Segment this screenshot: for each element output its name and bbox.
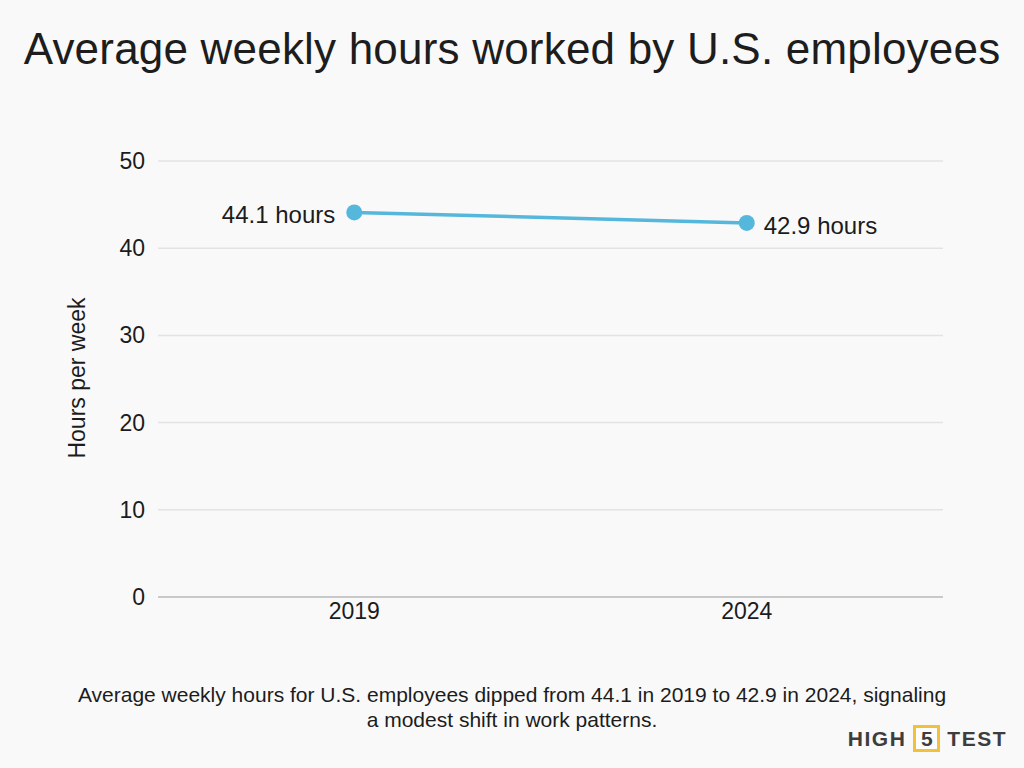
logo-5-badge: 5 bbox=[913, 725, 940, 752]
data-point-label: 44.1 hours bbox=[222, 201, 335, 228]
logo-text-test: TEST bbox=[947, 727, 1007, 751]
data-point bbox=[739, 215, 755, 231]
data-point bbox=[346, 204, 362, 220]
x-tick-label: 2019 bbox=[329, 598, 380, 624]
chart-title: Average weekly hours worked by U.S. empl… bbox=[0, 24, 1024, 74]
y-axis-label: Hours per week bbox=[64, 297, 90, 459]
line-chart: 0 10 20 30 40 50 2019 2024 Hours per week 44.1 ho… bbox=[0, 120, 1024, 650]
x-tick-label: 2024 bbox=[721, 598, 772, 624]
high5test-logo: HIGH 5 TEST bbox=[848, 725, 1007, 752]
y-tick-label: 50 bbox=[119, 148, 145, 174]
y-tick-label: 10 bbox=[119, 497, 145, 523]
logo-text-high: HIGH bbox=[848, 727, 907, 751]
data-point-label: 42.9 hours bbox=[764, 212, 877, 239]
y-tick-label: 20 bbox=[119, 410, 145, 436]
chart-caption: Average weekly hours for U.S. employees … bbox=[72, 683, 952, 733]
y-tick-label: 40 bbox=[119, 235, 145, 261]
y-tick-label: 0 bbox=[132, 584, 145, 610]
y-tick-label: 30 bbox=[119, 322, 145, 348]
logo-text-5: 5 bbox=[921, 727, 933, 751]
data-line bbox=[354, 212, 747, 222]
